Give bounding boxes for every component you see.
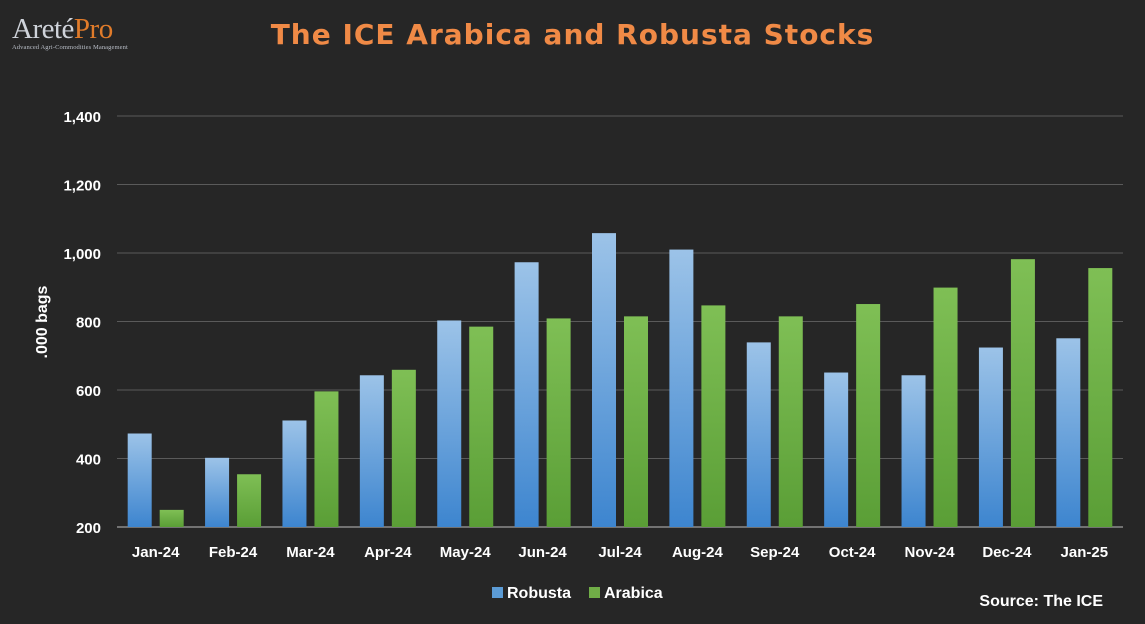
y-tick-label: 1,400 — [63, 109, 101, 126]
y-tick-label: 1,000 — [63, 246, 101, 263]
x-tick-label: Feb-24 — [209, 544, 258, 561]
robusta-bar — [978, 347, 1003, 527]
x-tick-label: Oct-24 — [829, 544, 876, 561]
robusta-bar — [359, 375, 384, 527]
arabica-bar — [314, 391, 339, 527]
robusta-bar — [282, 420, 307, 527]
robusta-bar — [205, 457, 230, 527]
x-tick-label: Mar-24 — [286, 544, 335, 561]
x-tick-label: Jan-25 — [1061, 544, 1109, 561]
arabica-bar — [469, 326, 494, 527]
arabica-bar — [1088, 268, 1113, 527]
legend-label-robusta: Robusta — [507, 585, 571, 602]
arabica-bar — [1010, 259, 1035, 527]
x-tick-label: May-24 — [440, 544, 492, 561]
logo-name-a: Areté — [12, 13, 74, 45]
x-tick-label: Dec-24 — [982, 544, 1032, 561]
x-tick-label: Nov-24 — [905, 544, 956, 561]
robusta-bar — [1056, 338, 1081, 527]
logo-tagline: Advanced Agri-Commodities Management — [12, 44, 128, 51]
arabica-bar — [624, 316, 648, 527]
x-tick-label: Jul-24 — [598, 544, 642, 561]
legend-swatch-robusta — [492, 587, 503, 598]
legend-label-arabica: Arabica — [604, 585, 663, 602]
y-tick-label: 1,200 — [63, 178, 101, 195]
logo-name-b: Pro — [73, 13, 113, 45]
x-tick-label: Apr-24 — [364, 544, 412, 561]
arabica-bar — [778, 316, 803, 527]
y-axis-label: .000 bags — [34, 285, 51, 358]
y-tick-label: 200 — [76, 520, 101, 537]
x-tick-label: Jan-24 — [132, 544, 180, 561]
arabica-bar — [546, 318, 571, 527]
logo-wordmark: AretéPro — [12, 14, 142, 44]
y-tick-label: 400 — [76, 452, 101, 469]
robusta-bar — [514, 262, 539, 527]
chart-title: The ICE Arabica and Robusta Stocks — [270, 18, 875, 51]
aretepro-logo: AretéPro Advanced Agri-Commodities Manag… — [12, 14, 142, 54]
robusta-bar — [901, 375, 926, 527]
y-tick-label: 800 — [76, 315, 101, 332]
robusta-bar — [746, 342, 771, 527]
legend-swatch-arabica — [589, 587, 600, 598]
x-tick-label: Jun-24 — [518, 544, 567, 561]
arabica-bar — [159, 509, 184, 527]
robusta-bar — [437, 320, 462, 527]
source-note: Source: The ICE — [979, 593, 1103, 610]
arabica-bar — [701, 305, 726, 527]
robusta-bar — [669, 249, 694, 527]
arabica-bar — [237, 474, 262, 527]
robusta-bar — [127, 433, 152, 527]
robusta-bar — [824, 372, 849, 527]
arabica-bar — [933, 287, 958, 527]
arabica-bar — [391, 369, 416, 527]
chart-title-wrap: The ICE Arabica and Robusta Stocks — [0, 18, 1145, 51]
y-tick-label: 600 — [76, 383, 101, 400]
robusta-bar — [592, 233, 616, 527]
arabica-bar — [856, 304, 881, 527]
x-tick-label: Aug-24 — [672, 544, 723, 561]
x-tick-label: Sep-24 — [750, 544, 800, 561]
